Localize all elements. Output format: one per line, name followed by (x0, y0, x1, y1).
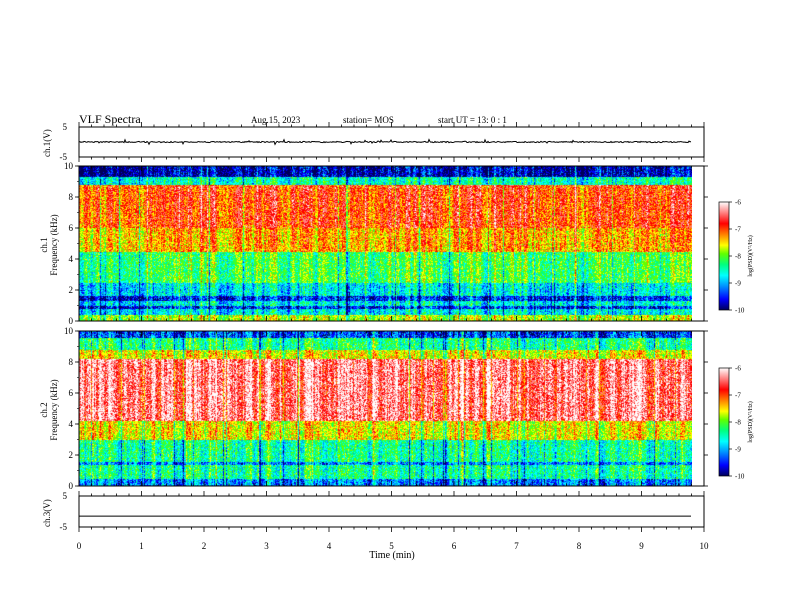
y-tick-label: -5 (60, 522, 68, 532)
x-tick-label: 5 (389, 541, 394, 551)
x-tick-label: 4 (327, 541, 332, 551)
y-tick-label: -5 (60, 152, 68, 162)
station-label: station= MOS (343, 115, 394, 125)
ch2-spectrogram-title: ch.2 (39, 402, 49, 417)
colorbar-tick-label: -7 (735, 226, 741, 234)
ch3-waveform-panel: 5 -5 (60, 491, 705, 532)
colorbar-tick-label: -10 (735, 307, 745, 315)
y-tick-label: 0 (69, 316, 74, 326)
x-tick-label: 7 (514, 541, 519, 551)
x-tick-label: 8 (577, 541, 582, 551)
x-axis-ticks: 0 1 2 3 4 5 6 7 8 9 10 (77, 541, 709, 551)
x-tick-label: 6 (452, 541, 457, 551)
ch1-spectrogram-ylabel: Frequency (kHz) (49, 214, 59, 275)
y-tick-label: 10 (64, 161, 74, 171)
colorbar-tick-label: -9 (735, 280, 741, 288)
y-tick-label: 2 (69, 450, 74, 460)
ch1-colorbar-gradient (718, 201, 730, 311)
colorbar-tick-label: -6 (735, 199, 741, 207)
colorbar-tick-label: -8 (735, 419, 741, 427)
x-tick-label: 0 (77, 541, 82, 551)
y-tick-label: 5 (63, 122, 68, 132)
panel-frame (78, 495, 705, 528)
ch1-waveform-panel: 5 -5 (60, 122, 705, 162)
y-tick-label: 5 (63, 491, 68, 501)
ch2-colorbar: -6 -7 -8 -9 -10 log(PSD)(V²/Hz) (718, 365, 754, 481)
ch2-spectrogram-panel: 0 2 4 6 8 10 (64, 326, 708, 491)
y-tick-label: 10 (64, 326, 74, 336)
y-tick-label: 6 (69, 388, 74, 398)
x-tick-label: 9 (639, 541, 644, 551)
figure-title: VLF Spectra (79, 112, 141, 126)
ch3-waveform-ylabel: ch.3(V) (42, 499, 52, 527)
x-tick-label: 10 (700, 541, 710, 551)
colorbar-tick-label: -9 (735, 446, 741, 454)
ch1-waveform-ylabel: ch.1(V) (42, 129, 52, 157)
x-tick-label: 3 (264, 541, 269, 551)
ch2-colorbar-label: log(PSD)(V²/Hz) (747, 401, 754, 442)
colorbar-tick-label: -10 (735, 473, 745, 481)
y-tick-label: 4 (69, 254, 74, 264)
ch2-spectrogram-ylabel: Frequency (kHz) (49, 379, 59, 440)
colorbar-tick-label: -8 (735, 253, 741, 261)
date-label: Aug.15, 2023 (251, 115, 301, 125)
colorbar-tick-label: -7 (735, 392, 741, 400)
ch1-waveform-trace (78, 138, 692, 146)
x-tick-label: 1 (139, 541, 144, 551)
y-tick-label: 8 (69, 192, 74, 202)
y-tick-label: 4 (69, 419, 74, 429)
x-axis-label: Time (min) (369, 550, 414, 561)
ch1-colorbar-label: log(PSD)(V²/Hz) (747, 235, 754, 276)
ch1-spectrogram-panel: 0 2 4 6 8 10 (64, 161, 708, 326)
y-tick-label: 6 (69, 223, 74, 233)
y-tick-label: 0 (69, 481, 74, 491)
colorbar-tick-label: -6 (735, 365, 741, 373)
ch2-colorbar-gradient (718, 367, 730, 477)
ch2-spectrogram-image (79, 331, 692, 486)
ch1-colorbar: -6 -7 -8 -9 -10 log(PSD)(V²/Hz) (718, 199, 754, 315)
ch1-spectrogram-image (79, 166, 692, 321)
start-time-label: start UT = 13: 0 : 1 (438, 115, 507, 125)
x-tick-label: 2 (202, 541, 207, 551)
y-tick-label: 2 (69, 285, 74, 295)
y-tick-label: 8 (69, 357, 74, 367)
ch1-spectrogram-title: ch.1 (39, 237, 49, 252)
